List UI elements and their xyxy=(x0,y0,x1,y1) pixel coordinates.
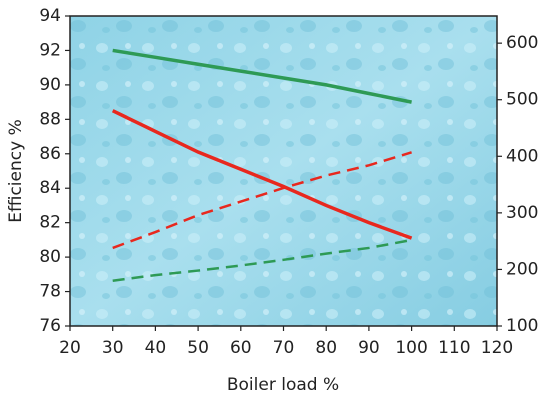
y-tick-label: 86 xyxy=(39,144,61,164)
y2-tick-label: 100 xyxy=(506,316,538,336)
x-axis-label: Boiler load % xyxy=(227,375,339,395)
y-tick-label: 78 xyxy=(39,282,61,302)
x-tick-label: 110 xyxy=(438,338,470,358)
y-tick-label: 80 xyxy=(39,247,61,267)
plot-texture xyxy=(70,16,497,326)
y2-tick-label: 400 xyxy=(506,146,538,166)
y-tick-label: 84 xyxy=(39,178,61,198)
x-tick-label: 50 xyxy=(187,338,209,358)
y-tick-label: 76 xyxy=(39,316,61,336)
y-tick-label: 82 xyxy=(39,213,61,233)
x-tick-label: 30 xyxy=(102,338,124,358)
y2-tick-label: 600 xyxy=(506,33,538,53)
x-tick-label: 60 xyxy=(230,338,252,358)
y-tick-label: 92 xyxy=(39,40,61,60)
x-tick-label: 100 xyxy=(395,338,427,358)
x-tick-label: 120 xyxy=(481,338,513,358)
x-tick-label: 20 xyxy=(59,338,81,358)
chart: Boiler load % Efficiency % 20 30 40 50 60 70 8… xyxy=(0,0,560,401)
x-tick-label: 90 xyxy=(358,338,380,358)
x-tick-label: 80 xyxy=(315,338,337,358)
y-tick-label: 90 xyxy=(39,75,61,95)
y2-tick-label: 500 xyxy=(506,90,538,110)
y2-tick-label: 200 xyxy=(506,259,538,279)
x-tick-label: 40 xyxy=(145,338,167,358)
y-axis-label: Efficiency % xyxy=(6,119,26,222)
x-tick-label: 70 xyxy=(273,338,295,358)
y2-tick-label: 300 xyxy=(506,203,538,223)
y-tick-label: 94 xyxy=(39,6,61,26)
y-tick-label: 88 xyxy=(39,109,61,129)
